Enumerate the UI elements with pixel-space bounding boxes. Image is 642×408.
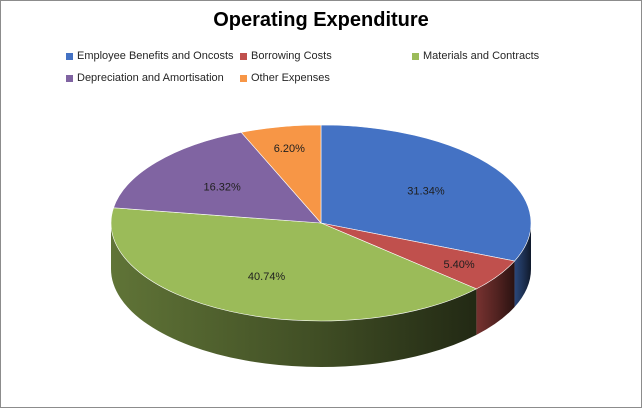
pie-slice-0 (320, 124, 532, 262)
legend-item-other-expenses: Other Expenses (240, 72, 330, 84)
slice-label-3: 16.32% (203, 182, 241, 194)
slice-label-0: 31.34% (407, 185, 445, 197)
legend-item-materials-contracts: Materials and Contracts (412, 50, 539, 62)
chart-title: Operating Expenditure (213, 9, 429, 31)
legend-label: Other Expenses (251, 72, 330, 84)
legend-swatch (66, 74, 73, 82)
legend-label: Employee Benefits and Oncosts (77, 50, 234, 62)
legend-swatch (412, 52, 419, 60)
legend-swatch (66, 52, 73, 60)
pie-side-2 (111, 223, 477, 367)
legend-item-depreciation: Depreciation and Amortisation (66, 72, 224, 84)
legend-swatch (240, 52, 247, 60)
slice-label-1: 5.40% (443, 259, 474, 271)
pie-slice-3 (113, 132, 322, 224)
legend-label: Depreciation and Amortisation (77, 72, 224, 84)
pie-slice-2 (110, 207, 478, 322)
legend-label: Borrowing Costs (251, 50, 332, 62)
pie-side-1 (476, 261, 515, 335)
legend-item-employee-benefits: Employee Benefits and Oncosts (66, 50, 234, 62)
legend-label: Materials and Contracts (423, 50, 540, 62)
legend-swatch (240, 74, 247, 82)
legend-item-borrowing-costs: Borrowing Costs (240, 50, 332, 62)
legend: Employee Benefits and Oncosts Borrowing … (0, 0, 642, 100)
slice-label-4: 6.20% (274, 143, 305, 155)
pie-side-0 (514, 223, 531, 308)
slice-label-2: 40.74% (248, 271, 286, 283)
pie-slice-4 (240, 124, 322, 224)
